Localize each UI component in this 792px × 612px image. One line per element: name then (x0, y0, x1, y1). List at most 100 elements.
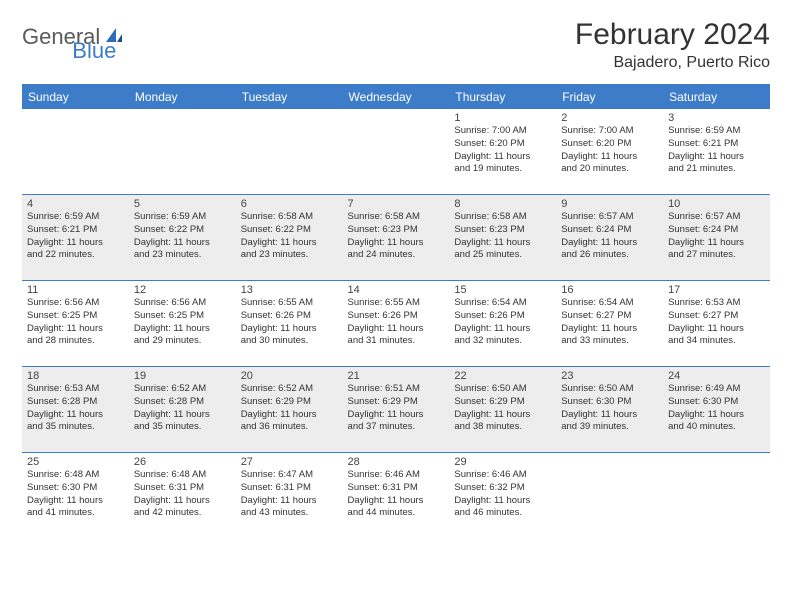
calendar-cell: 29Sunrise: 6:46 AMSunset: 6:32 PMDayligh… (449, 453, 556, 539)
sun-dl1: Daylight: 11 hours (454, 495, 551, 508)
sun-dl1: Daylight: 11 hours (561, 409, 658, 422)
sun-rise: Sunrise: 6:56 AM (27, 297, 124, 310)
sun-rise: Sunrise: 6:46 AM (348, 469, 445, 482)
sun-rise: Sunrise: 6:46 AM (454, 469, 551, 482)
sun-set: Sunset: 6:27 PM (668, 310, 765, 323)
sun-set: Sunset: 6:28 PM (134, 396, 231, 409)
day-number: 20 (241, 370, 338, 382)
sun-dl1: Daylight: 11 hours (241, 323, 338, 336)
day-number: 1 (454, 112, 551, 124)
calendar-cell: 28Sunrise: 6:46 AMSunset: 6:31 PMDayligh… (343, 453, 450, 539)
calendar-cell: 17Sunrise: 6:53 AMSunset: 6:27 PMDayligh… (663, 281, 770, 367)
sun-rise: Sunrise: 6:48 AM (134, 469, 231, 482)
day-number: 6 (241, 198, 338, 210)
sun-dl1: Daylight: 11 hours (561, 237, 658, 250)
calendar-cell: 1Sunrise: 7:00 AMSunset: 6:20 PMDaylight… (449, 109, 556, 195)
sun-dl2: and 29 minutes. (134, 335, 231, 348)
calendar-cell: 18Sunrise: 6:53 AMSunset: 6:28 PMDayligh… (22, 367, 129, 453)
calendar-cell: 7Sunrise: 6:58 AMSunset: 6:23 PMDaylight… (343, 195, 450, 281)
sun-dl1: Daylight: 11 hours (27, 323, 124, 336)
calendar-cell (236, 109, 343, 195)
calendar-cell (556, 453, 663, 539)
sun-rise: Sunrise: 6:53 AM (27, 383, 124, 396)
sun-set: Sunset: 6:29 PM (348, 396, 445, 409)
sun-rise: Sunrise: 6:56 AM (134, 297, 231, 310)
sun-set: Sunset: 6:23 PM (348, 224, 445, 237)
sun-set: Sunset: 6:28 PM (27, 396, 124, 409)
sun-set: Sunset: 6:32 PM (454, 482, 551, 495)
calendar-cell: 5Sunrise: 6:59 AMSunset: 6:22 PMDaylight… (129, 195, 236, 281)
sun-dl2: and 44 minutes. (348, 507, 445, 520)
col-thursday: Thursday (449, 85, 556, 109)
day-number: 7 (348, 198, 445, 210)
sun-dl1: Daylight: 11 hours (27, 495, 124, 508)
header: General Blue February 2024 Bajadero, Pue… (22, 18, 770, 72)
title-block: February 2024 Bajadero, Puerto Rico (575, 18, 770, 72)
sun-rise: Sunrise: 6:59 AM (27, 211, 124, 224)
calendar-cell: 12Sunrise: 6:56 AMSunset: 6:25 PMDayligh… (129, 281, 236, 367)
sun-dl2: and 24 minutes. (348, 249, 445, 262)
sun-dl2: and 36 minutes. (241, 421, 338, 434)
sun-dl2: and 22 minutes. (27, 249, 124, 262)
sun-set: Sunset: 6:22 PM (241, 224, 338, 237)
sun-set: Sunset: 6:21 PM (668, 138, 765, 151)
sun-set: Sunset: 6:22 PM (134, 224, 231, 237)
logo-text-blue: Blue (72, 38, 116, 64)
sun-set: Sunset: 6:20 PM (561, 138, 658, 151)
sun-dl2: and 39 minutes. (561, 421, 658, 434)
sun-set: Sunset: 6:24 PM (561, 224, 658, 237)
sun-dl1: Daylight: 11 hours (241, 495, 338, 508)
sun-dl2: and 40 minutes. (668, 421, 765, 434)
day-number: 19 (134, 370, 231, 382)
day-number: 4 (27, 198, 124, 210)
sun-rise: Sunrise: 6:57 AM (561, 211, 658, 224)
sun-dl2: and 20 minutes. (561, 163, 658, 176)
sun-dl2: and 31 minutes. (348, 335, 445, 348)
sun-dl1: Daylight: 11 hours (454, 409, 551, 422)
day-number: 25 (27, 456, 124, 468)
calendar-cell: 25Sunrise: 6:48 AMSunset: 6:30 PMDayligh… (22, 453, 129, 539)
sun-dl2: and 26 minutes. (561, 249, 658, 262)
sun-dl1: Daylight: 11 hours (454, 323, 551, 336)
sun-set: Sunset: 6:31 PM (134, 482, 231, 495)
sun-set: Sunset: 6:29 PM (241, 396, 338, 409)
sun-rise: Sunrise: 6:47 AM (241, 469, 338, 482)
sun-set: Sunset: 6:24 PM (668, 224, 765, 237)
sun-dl1: Daylight: 11 hours (241, 409, 338, 422)
sun-rise: Sunrise: 7:00 AM (454, 125, 551, 138)
sun-dl2: and 38 minutes. (454, 421, 551, 434)
sun-dl1: Daylight: 11 hours (134, 323, 231, 336)
sun-dl2: and 37 minutes. (348, 421, 445, 434)
calendar-week-row: 18Sunrise: 6:53 AMSunset: 6:28 PMDayligh… (22, 367, 770, 453)
col-saturday: Saturday (663, 85, 770, 109)
logo: General Blue (22, 18, 172, 50)
sun-dl2: and 30 minutes. (241, 335, 338, 348)
sun-rise: Sunrise: 6:58 AM (241, 211, 338, 224)
sun-dl2: and 19 minutes. (454, 163, 551, 176)
day-number: 18 (27, 370, 124, 382)
sun-dl1: Daylight: 11 hours (454, 151, 551, 164)
sun-dl1: Daylight: 11 hours (668, 323, 765, 336)
col-friday: Friday (556, 85, 663, 109)
sun-rise: Sunrise: 6:55 AM (348, 297, 445, 310)
sun-dl1: Daylight: 11 hours (134, 237, 231, 250)
sun-set: Sunset: 6:26 PM (348, 310, 445, 323)
day-number: 24 (668, 370, 765, 382)
sun-set: Sunset: 6:25 PM (27, 310, 124, 323)
sun-set: Sunset: 6:26 PM (241, 310, 338, 323)
sun-dl1: Daylight: 11 hours (668, 151, 765, 164)
sun-set: Sunset: 6:31 PM (348, 482, 445, 495)
calendar-cell: 26Sunrise: 6:48 AMSunset: 6:31 PMDayligh… (129, 453, 236, 539)
col-wednesday: Wednesday (343, 85, 450, 109)
day-number: 22 (454, 370, 551, 382)
sun-dl1: Daylight: 11 hours (348, 409, 445, 422)
sun-set: Sunset: 6:21 PM (27, 224, 124, 237)
sun-set: Sunset: 6:23 PM (454, 224, 551, 237)
sun-dl2: and 27 minutes. (668, 249, 765, 262)
day-header-row: Sunday Monday Tuesday Wednesday Thursday… (22, 85, 770, 109)
calendar-cell: 4Sunrise: 6:59 AMSunset: 6:21 PMDaylight… (22, 195, 129, 281)
calendar-cell: 8Sunrise: 6:58 AMSunset: 6:23 PMDaylight… (449, 195, 556, 281)
sun-dl1: Daylight: 11 hours (348, 323, 445, 336)
calendar-cell (343, 109, 450, 195)
sun-dl2: and 35 minutes. (134, 421, 231, 434)
